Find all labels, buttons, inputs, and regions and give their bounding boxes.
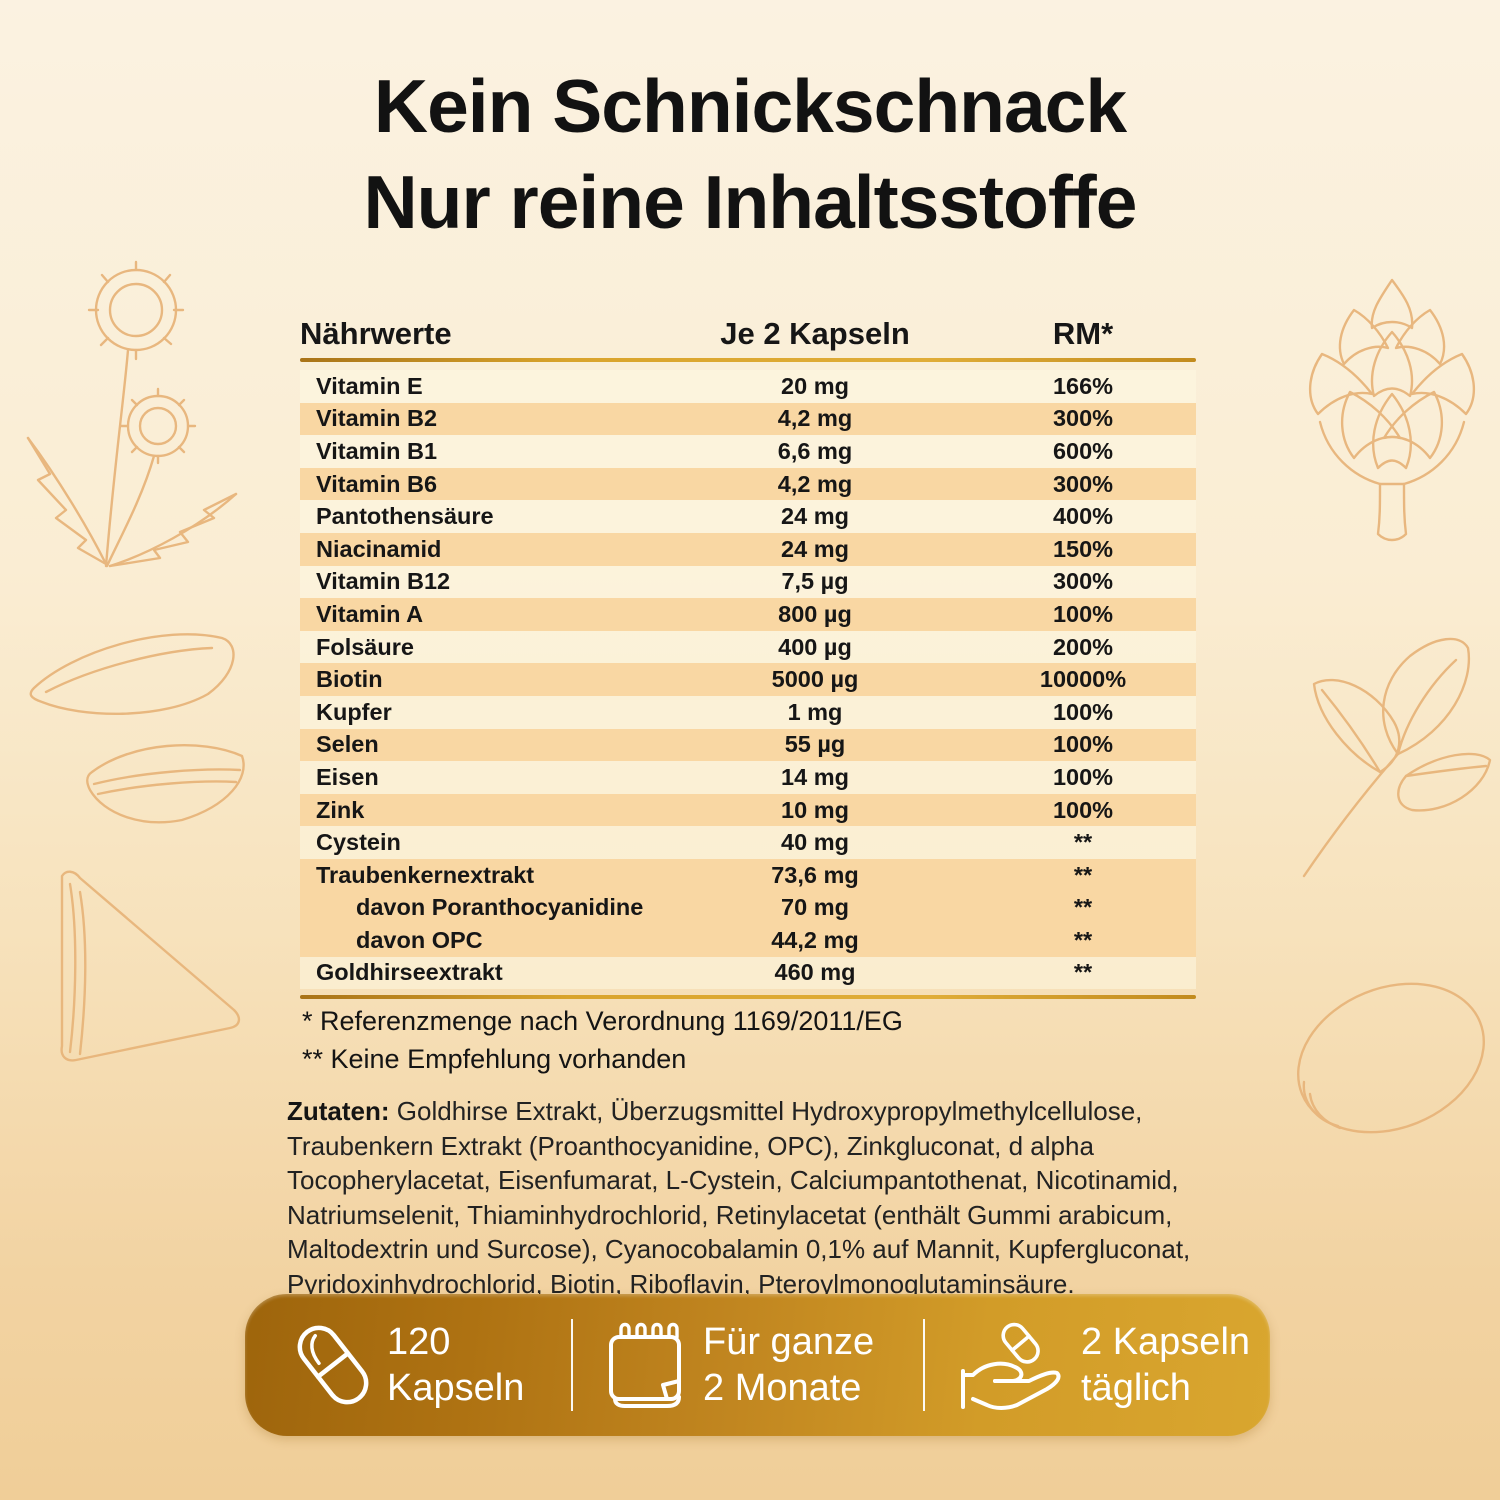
- table-row: Goldhirseextrakt 460 mg **: [300, 956, 1196, 990]
- table-row: Selen 55 µg 100%: [300, 728, 1196, 762]
- table-bottom-rule: [300, 995, 1196, 1000]
- almond-whole-illustration: [1297, 982, 1485, 1134]
- table-row: Vitamin B2 4,2 mg 300%: [300, 402, 1196, 436]
- footnote-recommendation: ** Keine Empfehlung vorhanden: [302, 1044, 687, 1074]
- table-top-rule: [300, 358, 1196, 362]
- title-line-1: Kein Schnickschnack: [373, 64, 1127, 148]
- footnotes: * Referenzmenge nach Verordnung 1169/201…: [302, 1002, 903, 1078]
- ingredients-paragraph: Zutaten: Goldhirse Extrakt, Überzugsmitt…: [287, 1094, 1192, 1301]
- header-rm: RM*: [1052, 316, 1114, 351]
- table-header: Nährwerte Je 2 Kapseln RM*: [300, 308, 1196, 352]
- feature-bar: 120 Kapseln Für ganze 2 Monate: [245, 1294, 1270, 1436]
- calendar-icon: [605, 1321, 685, 1409]
- table-row: davon OPC 44,2 mg **: [300, 924, 1196, 957]
- bar-divider: [923, 1319, 925, 1411]
- title-line-2: Nur reine Inhaltsstoffe: [363, 160, 1138, 244]
- header-per-2-capsules: Je 2 Kapseln: [720, 316, 910, 351]
- feature-dosage: 2 Kapseln täglich: [925, 1294, 1250, 1436]
- dandelion-illustration: [26, 260, 238, 568]
- feature-dosage-line1: 2 Kapseln: [1081, 1321, 1251, 1363]
- leaf-sprig-illustration: [1302, 637, 1492, 878]
- hand-capsule-icon: [959, 1315, 1063, 1415]
- feature-duration-line2: 2 Monate: [703, 1367, 862, 1409]
- feature-duration: Für ganze 2 Monate: [573, 1294, 923, 1436]
- page-title: Kein Schnickschnack Nur reine Inhaltssto…: [0, 58, 1500, 250]
- table-row: Cystein 40 mg **: [300, 826, 1196, 859]
- almond-shell-illustration: [29, 633, 245, 824]
- capsule-icon: [297, 1319, 369, 1411]
- table-row: Biotin 5000 µg 10000%: [300, 663, 1196, 696]
- table-row: Vitamin B6 4,2 mg 300%: [300, 467, 1196, 501]
- table-row: Pantothensäure 24 mg 400%: [300, 500, 1196, 533]
- feature-dosage-line2: täglich: [1081, 1367, 1191, 1409]
- table-row: Vitamin B12 7,5 µg 300%: [300, 565, 1196, 599]
- feature-capsule-count-line1: 120: [387, 1321, 451, 1363]
- ingredients-text: Goldhirse Extrakt, Überzugsmittel Hydrox…: [287, 1096, 1191, 1299]
- footnote-reference: * Referenzmenge nach Verordnung 1169/201…: [302, 1006, 903, 1036]
- table-row: Vitamin A 800 µg 100%: [300, 598, 1196, 631]
- feature-duration-line1: Für ganze: [703, 1321, 875, 1363]
- ingredients-label: Zutaten:: [287, 1096, 390, 1126]
- table-row: Vitamin E 20 mg 166%: [300, 370, 1196, 403]
- header-nutrients: Nährwerte: [300, 316, 452, 351]
- bar-divider: [571, 1319, 573, 1411]
- table-row: Zink 10 mg 100%: [300, 793, 1196, 827]
- table-rows: Vitamin E 20 mg 166% Vitamin B2 4,2 mg 300% Vi…: [300, 370, 1196, 990]
- nutrition-table: Nährwerte Je 2 Kapseln RM* Vitamin E 20 m…: [300, 308, 1196, 1000]
- feature-capsule-count-line2: Kapseln: [387, 1367, 525, 1409]
- table-row: davon Poranthocyanidine 70 mg **: [300, 891, 1196, 925]
- table-row: Folsäure 400 µg 200%: [300, 630, 1196, 664]
- feature-capsule-count: 120 Kapseln: [245, 1294, 571, 1436]
- artichoke-illustration: [1308, 278, 1476, 542]
- table-row: Niacinamid 24 mg 150%: [300, 532, 1196, 566]
- table-row: Traubenkernextrakt 73,6 mg **: [300, 858, 1196, 892]
- table-row: Vitamin B1 6,6 mg 600%: [300, 435, 1196, 468]
- table-row: Kupfer 1 mg 100%: [300, 695, 1196, 729]
- table-row: Eisen 14 mg 100%: [300, 761, 1196, 794]
- almond-slice-illustration: [60, 870, 241, 1062]
